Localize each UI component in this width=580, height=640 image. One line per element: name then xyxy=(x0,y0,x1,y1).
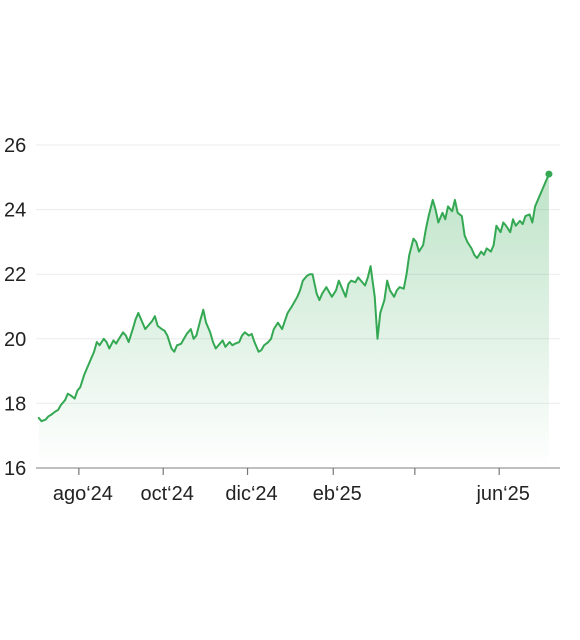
x-tick-label: ago‘24 xyxy=(53,483,113,505)
area-fill-layer xyxy=(38,174,549,468)
y-tick-label: 20 xyxy=(4,329,26,351)
y-tick-label: 22 xyxy=(4,264,26,286)
last-point-marker xyxy=(545,170,553,178)
x-tick-label: eb‘25 xyxy=(313,483,362,505)
y-tick-label: 16 xyxy=(4,458,26,480)
x-axis xyxy=(36,467,560,475)
y-tick-label: 26 xyxy=(4,135,26,157)
series-line xyxy=(37,173,550,423)
end-marker-layer xyxy=(545,170,553,178)
y-tick-label: 18 xyxy=(4,393,26,415)
series-area xyxy=(38,174,549,468)
x-tick-label: dic‘24 xyxy=(225,483,277,505)
line-layer xyxy=(37,173,550,423)
y-axis-labels: 16 18 20 22 24 26 xyxy=(4,135,26,480)
y-tick-label: 24 xyxy=(4,200,26,222)
x-axis-labels: ago‘24 oct‘24 dic‘24 eb‘25 jun‘25 xyxy=(53,483,530,505)
x-tick-label: jun‘25 xyxy=(475,483,529,505)
x-tick-label: oct‘24 xyxy=(141,483,194,505)
